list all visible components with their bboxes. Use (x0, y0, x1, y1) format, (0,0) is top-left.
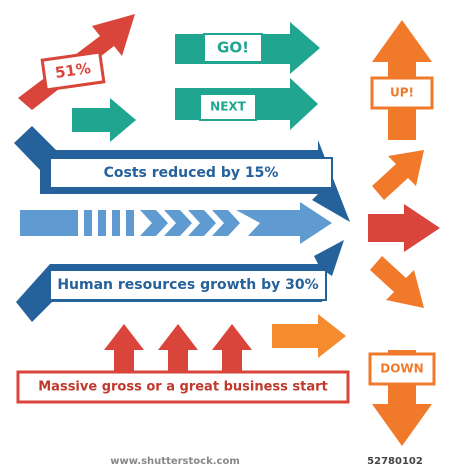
up-label: UP! (390, 86, 414, 100)
percent-label: 51% (54, 59, 92, 82)
dashed-arrow (20, 202, 332, 244)
down-right-arrow (370, 256, 424, 308)
down-box (368, 352, 436, 386)
go-box (203, 33, 263, 63)
down-label: DOWN (380, 362, 423, 376)
massive-label: Massive gross or a great business start (38, 380, 328, 395)
footer-site: www.shutterstock.com (110, 456, 240, 467)
human-box (49, 269, 327, 301)
small-teal-arrow (72, 98, 136, 142)
costs-label: Costs reduced by 15% (104, 165, 279, 181)
up-right-arrow (372, 150, 424, 200)
costs-box (49, 157, 333, 189)
go-label: GO! (217, 39, 249, 57)
footer-bar (0, 452, 450, 470)
right-arrow (368, 204, 440, 252)
next-box (199, 93, 257, 121)
up-box (370, 76, 434, 110)
footer-id: 52780102 (367, 456, 423, 467)
massive-box (16, 370, 350, 404)
percent-box (40, 50, 106, 92)
orange-right-arrow (272, 314, 346, 358)
down-arrow (372, 350, 432, 446)
human-label: Human resources growth by 30% (57, 277, 318, 293)
next-label: NEXT (210, 100, 246, 114)
red-up-arrows (104, 324, 252, 372)
